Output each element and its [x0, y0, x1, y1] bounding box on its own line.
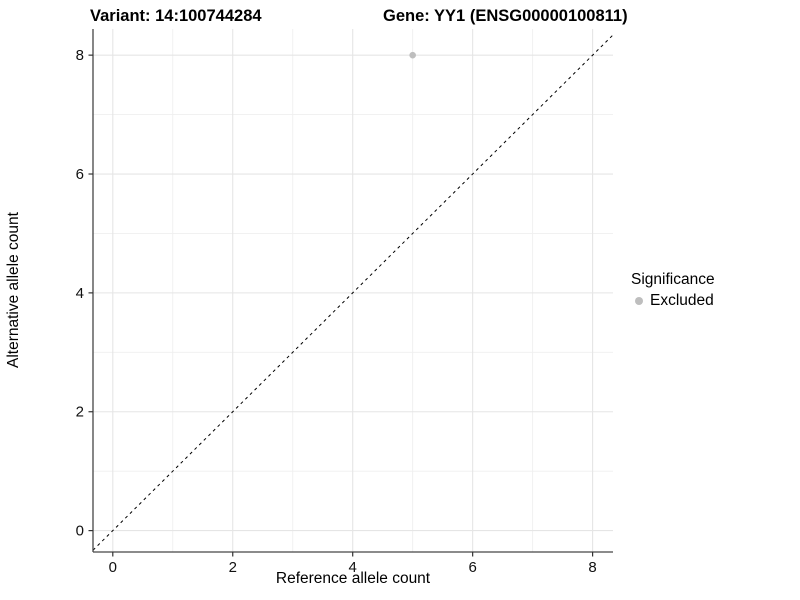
- title-gene: Gene: YY1 (ENSG00000100811): [383, 7, 628, 25]
- y-axis-label: Alternative allele count: [5, 212, 22, 368]
- x-tick-label: 4: [349, 559, 357, 576]
- legend-item-excluded: Excluded: [631, 292, 715, 310]
- y-tick-label: 6: [76, 166, 84, 183]
- identity-reference-line: [92, 34, 614, 551]
- legend-item-label: Excluded: [650, 292, 714, 309]
- x-tick-label: 8: [588, 559, 596, 576]
- x-axis-label: Reference allele count: [275, 570, 431, 587]
- y-tick-label: 0: [76, 523, 84, 540]
- y-tick-label: 4: [76, 285, 84, 302]
- y-tick-label: 2: [76, 404, 84, 421]
- y-tick-label: 8: [76, 47, 84, 64]
- x-tick-label: 0: [109, 559, 117, 576]
- x-tick-label: 2: [229, 559, 237, 576]
- plot-title: Variant: 14:100744284 Gene: YY1 (ENSG000…: [0, 7, 800, 29]
- legend-title: Significance: [631, 271, 715, 288]
- legend-point-icon: [635, 297, 643, 305]
- data-point: [409, 51, 416, 59]
- title-variant: Variant: 14:100744284: [90, 7, 262, 25]
- x-tick-label: 6: [468, 559, 476, 576]
- legend: Significance Excluded: [631, 271, 715, 310]
